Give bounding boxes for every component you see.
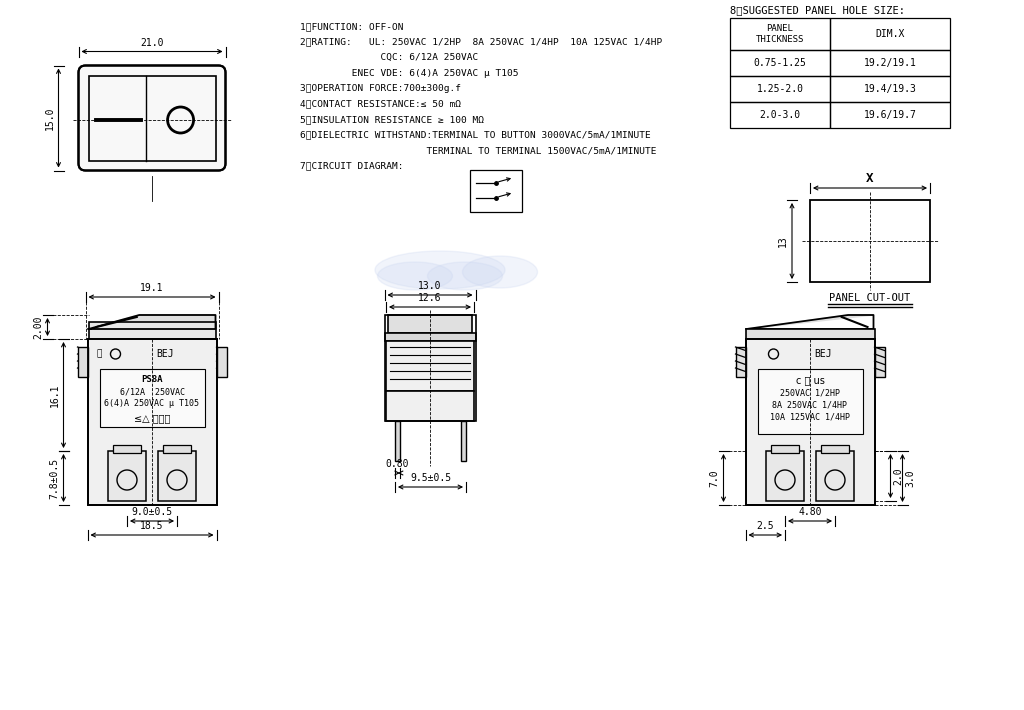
Text: 250VAC 1/2HP: 250VAC 1/2HP: [780, 388, 840, 398]
Bar: [745, 329, 874, 339]
Bar: [810, 200, 930, 282]
Text: 2.00: 2.00: [34, 315, 43, 339]
Text: 18.5: 18.5: [140, 521, 164, 531]
Text: 2.0: 2.0: [894, 467, 903, 485]
Bar: [88, 75, 215, 160]
Text: 9.0±0.5: 9.0±0.5: [131, 507, 173, 517]
Bar: [461, 421, 466, 461]
Text: 3.0: 3.0: [905, 469, 915, 487]
Text: 8A 250VAC 1/4HP: 8A 250VAC 1/4HP: [772, 400, 848, 410]
Text: 9.5±0.5: 9.5±0.5: [410, 473, 451, 483]
Text: PANEL CUT-OUT: PANEL CUT-OUT: [829, 293, 910, 303]
Bar: [99, 369, 205, 427]
Bar: [386, 391, 474, 421]
Bar: [730, 76, 830, 102]
Text: 4.80: 4.80: [799, 507, 821, 517]
Text: 7.0: 7.0: [710, 469, 720, 487]
Text: 1.25-2.0: 1.25-2.0: [757, 84, 804, 94]
Bar: [730, 102, 830, 128]
Text: 10A 125VAC 1/4HP: 10A 125VAC 1/4HP: [770, 413, 850, 422]
Polygon shape: [88, 315, 215, 329]
Text: 6(4)A 250VAC μ T105: 6(4)A 250VAC μ T105: [104, 400, 200, 408]
Text: 15.0: 15.0: [44, 106, 54, 130]
Bar: [830, 18, 950, 50]
Bar: [216, 347, 226, 377]
Text: X: X: [866, 172, 873, 185]
Bar: [87, 339, 216, 505]
Text: 2.5: 2.5: [757, 521, 774, 531]
Text: 19.4/19.3: 19.4/19.3: [863, 84, 916, 94]
Bar: [771, 445, 799, 453]
Text: PANEL
THICKNESS: PANEL THICKNESS: [756, 24, 804, 44]
Text: 19.2/19.1: 19.2/19.1: [863, 58, 916, 68]
Bar: [816, 451, 854, 501]
FancyBboxPatch shape: [79, 65, 225, 170]
Text: 16.1: 16.1: [49, 383, 59, 407]
Bar: [735, 347, 745, 377]
Bar: [386, 341, 474, 391]
Text: 21.0: 21.0: [140, 38, 164, 48]
Text: 12.6: 12.6: [418, 293, 441, 303]
Bar: [384, 315, 475, 421]
Text: 0.80: 0.80: [386, 459, 410, 469]
Bar: [745, 339, 874, 505]
Text: 1、FUNCTION: OFF-ON: 1、FUNCTION: OFF-ON: [300, 22, 403, 31]
Bar: [87, 339, 216, 505]
Text: 5、INSULATION RESISTANCE ≥ 100 MΩ: 5、INSULATION RESISTANCE ≥ 100 MΩ: [300, 115, 484, 124]
Text: CQC: 6/12A 250VAC: CQC: 6/12A 250VAC: [300, 53, 478, 62]
Bar: [830, 102, 950, 128]
Text: 13.0: 13.0: [418, 281, 441, 291]
Text: 6、DIELECTRIC WITHSTAND:TERMINAL TO BUTTON 3000VAC/5mA/1MINUTE: 6、DIELECTRIC WITHSTAND:TERMINAL TO BUTTO…: [300, 131, 650, 139]
Text: ≤△ ⒸⒸⒸ: ≤△ ⒸⒸⒸ: [134, 413, 170, 423]
Text: 13: 13: [778, 235, 788, 247]
Text: 6/12A  250VAC: 6/12A 250VAC: [120, 388, 184, 396]
Bar: [78, 347, 87, 377]
Bar: [730, 50, 830, 76]
Text: 2、RATING:   UL: 250VAC 1/2HP  8A 250VAC 1/4HP  10A 125VAC 1/4HP: 2、RATING: UL: 250VAC 1/2HP 8A 250VAC 1/4…: [300, 38, 663, 46]
Bar: [388, 315, 472, 333]
Text: 2.0-3.0: 2.0-3.0: [760, 110, 801, 120]
Bar: [395, 421, 400, 461]
Bar: [730, 18, 830, 50]
Bar: [384, 333, 475, 341]
Bar: [470, 170, 522, 212]
Text: PS8A: PS8A: [141, 376, 163, 385]
Bar: [745, 339, 874, 505]
Bar: [88, 322, 215, 339]
Text: BEJ: BEJ: [156, 349, 174, 359]
Bar: [108, 451, 146, 501]
Text: 7、CIRCUIT DIAGRAM:: 7、CIRCUIT DIAGRAM:: [300, 161, 403, 170]
Bar: [163, 445, 191, 453]
Text: 3、OPERATION FORCE:700±300g.f: 3、OPERATION FORCE:700±300g.f: [300, 84, 461, 93]
Text: 8、SUGGESTED PANEL HOLE SIZE:: 8、SUGGESTED PANEL HOLE SIZE:: [730, 5, 905, 15]
Bar: [830, 76, 950, 102]
Ellipse shape: [375, 251, 505, 289]
Ellipse shape: [378, 262, 453, 290]
Text: ENEC VDE: 6(4)A 250VAC μ T105: ENEC VDE: 6(4)A 250VAC μ T105: [300, 68, 518, 77]
Ellipse shape: [427, 262, 503, 290]
Bar: [158, 451, 196, 501]
Bar: [874, 347, 885, 377]
Ellipse shape: [463, 256, 538, 288]
Bar: [758, 369, 862, 434]
Bar: [821, 445, 849, 453]
Text: 19.6/19.7: 19.6/19.7: [863, 110, 916, 120]
Polygon shape: [746, 315, 873, 329]
Text: TERMINAL TO TERMINAL 1500VAC/5mA/1MINUTE: TERMINAL TO TERMINAL 1500VAC/5mA/1MINUTE: [300, 146, 656, 155]
Bar: [766, 451, 804, 501]
Text: 7.8±0.5: 7.8±0.5: [49, 457, 59, 498]
Text: 19.1: 19.1: [140, 283, 164, 293]
Text: Ⓑ: Ⓑ: [97, 349, 102, 359]
Text: c Ⓛ us: c Ⓛ us: [796, 375, 824, 385]
Text: BEJ: BEJ: [814, 349, 831, 359]
Text: 4、CONTACT RESISTANCE:≤ 50 mΩ: 4、CONTACT RESISTANCE:≤ 50 mΩ: [300, 99, 461, 109]
Text: DIM.X: DIM.X: [876, 29, 904, 39]
Bar: [113, 445, 141, 453]
Bar: [830, 50, 950, 76]
Text: 0.75-1.25: 0.75-1.25: [754, 58, 807, 68]
